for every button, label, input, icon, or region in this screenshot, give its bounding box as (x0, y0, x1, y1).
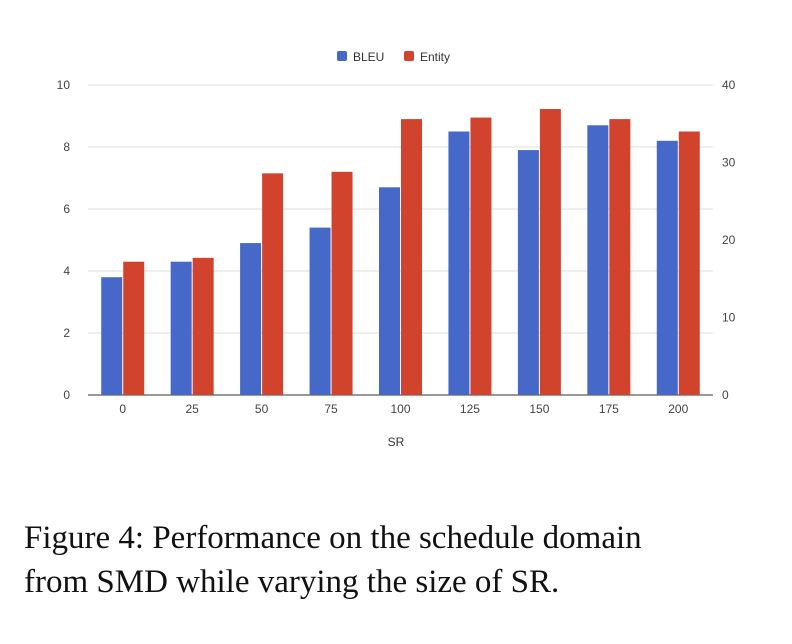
bar-bleu-200 (656, 140, 678, 395)
x-tick-label: 125 (460, 402, 480, 416)
bar-bleu-175 (587, 125, 609, 396)
caption-line-2: from SMD while varying the size of SR. (24, 564, 560, 600)
x-tick-label: 150 (529, 402, 549, 416)
bar-entity-175 (609, 119, 631, 395)
bars (101, 109, 700, 396)
figure-caption: Figure 4: Performance on the schedule do… (24, 516, 754, 604)
x-axis-ticks: 0 25 50 75 100 125 150 175 200 (119, 402, 688, 416)
legend: BLEU Entity (337, 50, 450, 64)
right-tick-label: 40 (722, 78, 736, 92)
bar-bleu-75 (309, 227, 331, 395)
bar-entity-150 (539, 109, 561, 396)
right-tick-label: 30 (722, 156, 736, 170)
left-tick-label: 8 (63, 140, 70, 154)
left-tick-label: 2 (63, 326, 70, 340)
left-tick-label: 0 (63, 388, 70, 402)
x-tick-label: 0 (119, 402, 126, 416)
right-axis-ticks: 0 10 20 30 40 (722, 78, 736, 402)
x-tick-label: 175 (599, 402, 619, 416)
x-axis-title: SR (388, 435, 405, 449)
left-axis-ticks: 0 2 4 6 8 10 (57, 78, 71, 402)
bar-bleu-25 (170, 261, 192, 395)
left-tick-label: 10 (57, 78, 71, 92)
x-tick-label: 75 (324, 402, 338, 416)
bar-bleu-0 (101, 277, 123, 395)
x-tick-label: 200 (668, 402, 688, 416)
bar-entity-100 (401, 119, 422, 395)
bar-bleu-150 (517, 150, 539, 395)
bar-entity-125 (470, 117, 492, 396)
bar-entity-200 (678, 131, 700, 395)
bar-entity-50 (262, 173, 284, 395)
legend-swatch-bleu (337, 51, 347, 61)
x-tick-label: 25 (185, 402, 199, 416)
right-tick-label: 0 (722, 388, 729, 402)
right-tick-label: 20 (722, 233, 736, 247)
bar-entity-0 (123, 261, 145, 395)
bar-bleu-125 (448, 131, 470, 395)
bar-bleu-50 (240, 243, 262, 395)
bar-entity-25 (192, 257, 214, 395)
left-tick-label: 6 (63, 202, 70, 216)
caption-line-1: Figure 4: Performance on the schedule do… (24, 520, 642, 556)
legend-label-entity: Entity (420, 50, 450, 64)
bar-entity-75 (331, 171, 353, 395)
gridlines (88, 84, 713, 396)
x-tick-label: 100 (390, 402, 410, 416)
legend-swatch-entity (404, 51, 414, 61)
left-tick-label: 4 (63, 264, 70, 278)
legend-label-bleu: BLEU (353, 50, 384, 64)
x-tick-label: 50 (255, 402, 269, 416)
right-tick-label: 10 (722, 311, 736, 325)
bar-chart: 0 2 4 6 8 10 0 10 20 30 40 0 25 50 75 100 125 150 175 200… (57, 50, 736, 449)
bar-bleu-100 (379, 187, 400, 395)
